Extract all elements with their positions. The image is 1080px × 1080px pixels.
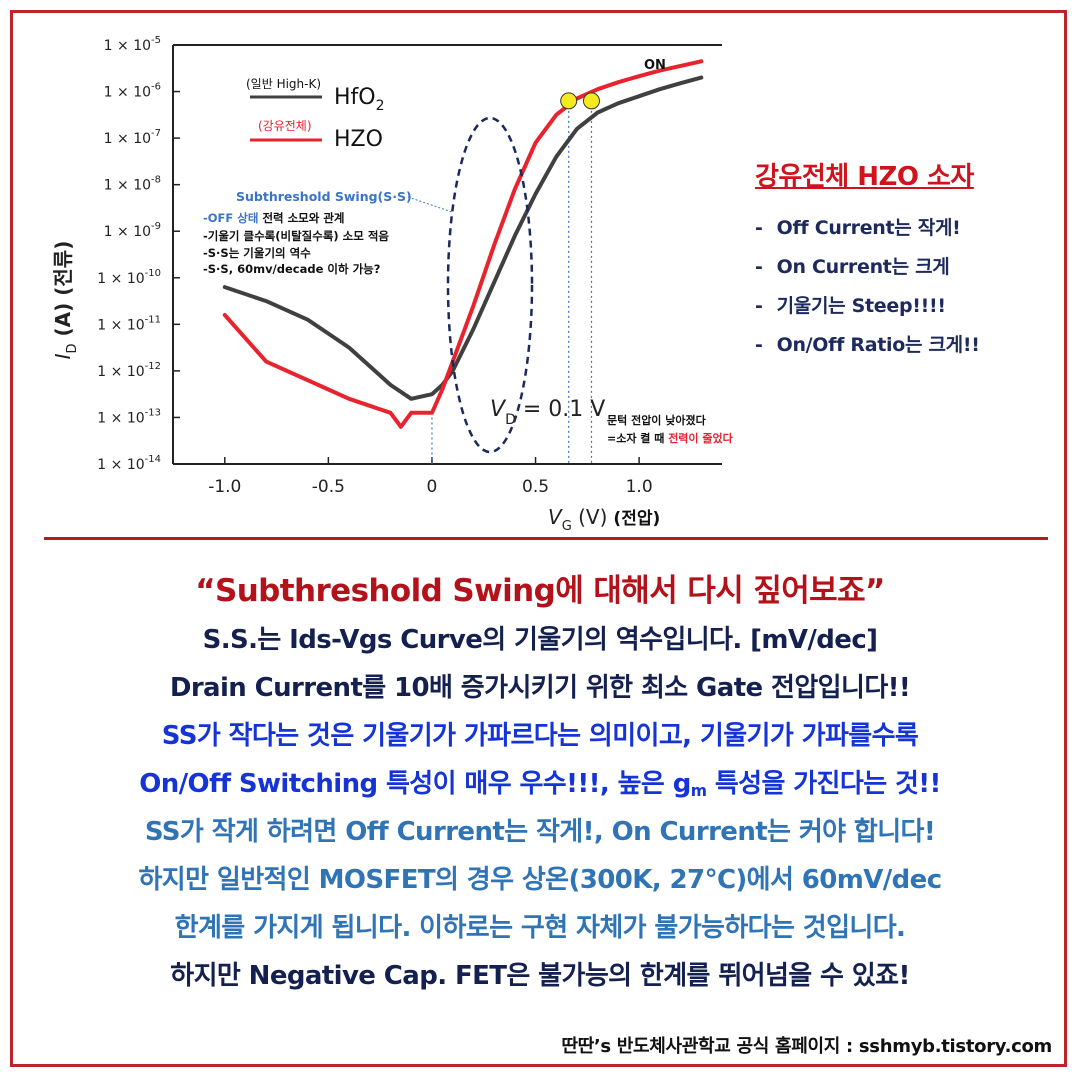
series-line-hzo <box>222 59 704 429</box>
ss-note-4: -S·S, 60mv/decade 이하 가능? <box>203 262 380 276</box>
side-panel-title: 강유전체 HZO 소자 <box>755 162 974 192</box>
footer-credit: 딴딴’s 반도체사관학교 공식 홈페이지 : sshmyb.tistory.co… <box>561 1036 1052 1057</box>
ss-title: Subthreshold Swing(S·S) <box>236 189 412 204</box>
side-panel-list: - Off Current는 작게! - On Current는 크게 - 기울기는 … <box>755 213 1055 357</box>
legend-hzo-note: (강유전체) <box>258 119 312 133</box>
x-tick-label: 0 <box>427 477 438 497</box>
y-tick-group: 1 × 10-5 1 × 10-6 1 × 10-7 1 × 10-8 1 × 10-9… <box>97 35 180 473</box>
text-line-navy-1: S.S.는 Ids-Vgs Curve의 기울기의 역수입니다. [mV/dec… <box>202 625 878 655</box>
marker-group <box>560 92 600 110</box>
y-tick-label: 1 × 10-6 <box>104 82 161 101</box>
text-line-navy-3: 하지만 Negative Cap. FET은 불가능의 한계를 뛰어넘을 수 있… <box>170 961 910 991</box>
text-line-steel-3: 한계를 가지게 됩니다. 이하로는 구현 자체가 불가능하다는 것입니다. <box>174 913 906 943</box>
text-line-blue-1: SS가 작다는 것은 기울기가 가파르다는 의미이고, 기울기가 가파를수록 <box>161 721 919 751</box>
x-tick-label: -0.5 <box>312 477 345 497</box>
legend-hfo2-label: HfO2 <box>334 85 385 114</box>
threshold-note-1: 문턱 전압이 낮아졌다 <box>607 413 707 427</box>
y-tick-label: 1 × 10-11 <box>97 314 161 333</box>
threshold-note-2: =소자 켤 때 전력이 줄었다 <box>607 431 734 445</box>
series-line-hfo2 <box>222 75 704 401</box>
side-panel-item: - Off Current는 작게! <box>755 217 961 239</box>
x-tick-label: -1.0 <box>208 477 241 497</box>
y-tick-label: 1 × 10-12 <box>97 361 161 380</box>
y-tick-label: 1 × 10-9 <box>104 221 161 240</box>
guide-lines <box>431 100 593 464</box>
x-axis-title: VG (V) (전압) <box>548 505 660 534</box>
text-line-steel-1: SS가 작게 하려면 Off Current는 작게!, On Current는… <box>144 817 936 847</box>
text-line-steel-2: 하지만 일반적인 MOSFET의 경우 상온(300K, 27℃)에서 60mV… <box>138 865 942 895</box>
ss-note-3: -S·S는 기울기의 역수 <box>203 246 311 260</box>
explanation-text: “Subthreshold Swing에 대해서 다시 짚어보죠” S.S.는 … <box>0 566 1080 1000</box>
side-panel-item: - On Current는 크게 <box>755 256 950 278</box>
ss-pointer <box>407 196 453 213</box>
ss-note-2: -기울기 클수록(비탈질수록) 소모 적음 <box>203 229 389 243</box>
text-line-navy-2: Drain Current를 10배 증가시키기 위한 최소 Gate 전압입니… <box>169 673 911 703</box>
y-tick-label: 1 × 10-13 <box>97 407 161 426</box>
x-tick-label: 1.0 <box>626 477 653 497</box>
y-tick-label: 1 × 10-8 <box>104 175 161 194</box>
curve-group <box>222 59 704 429</box>
x-tick-label: 0.5 <box>522 477 549 497</box>
headline: “Subthreshold Swing에 대해서 다시 짚어보죠” <box>195 573 885 609</box>
ss-note-1: -OFF 상태 전력 소모와 관계 <box>203 211 345 225</box>
text-line-blue-2: On/Off Switching 특성이 매우 우수!!!, 높은 gm 특성을… <box>139 769 941 800</box>
x-tick-group: -1.0 -0.5 0 0.5 1.0 <box>208 457 653 497</box>
side-panel-item: - 기울기는 Steep!!!! <box>755 295 946 317</box>
y-axis-title: ID (A) (전류) <box>51 241 80 360</box>
side-panel-item: - On/Off Ratio는 크게!! <box>755 334 980 356</box>
steep-slope-ellipse <box>446 116 534 454</box>
chart-axes <box>172 44 722 465</box>
section-divider <box>44 537 1048 540</box>
on-label: ON <box>644 58 666 73</box>
id-vg-chart: 1 × 10-5 1 × 10-6 1 × 10-7 1 × 10-8 1 × 10-9… <box>51 35 734 534</box>
y-tick-label: 1 × 10-5 <box>104 35 161 54</box>
legend-hzo-label: HZO <box>334 127 383 152</box>
side-panel: 강유전체 HZO 소자 - Off Current는 작게! - On Curren… <box>755 156 1055 369</box>
y-tick-label: 1 × 10-7 <box>104 128 161 147</box>
y-tick-label: 1 × 10-10 <box>97 268 161 287</box>
y-tick-label: 1 × 10-14 <box>97 454 161 473</box>
red-border-frame <box>10 10 1067 1067</box>
marker-dot <box>560 92 578 110</box>
vd-label: VD = 0.1 V <box>490 397 605 428</box>
marker-dot <box>582 92 600 110</box>
legend-hfo2-note: (일반 High-K) <box>246 77 321 91</box>
